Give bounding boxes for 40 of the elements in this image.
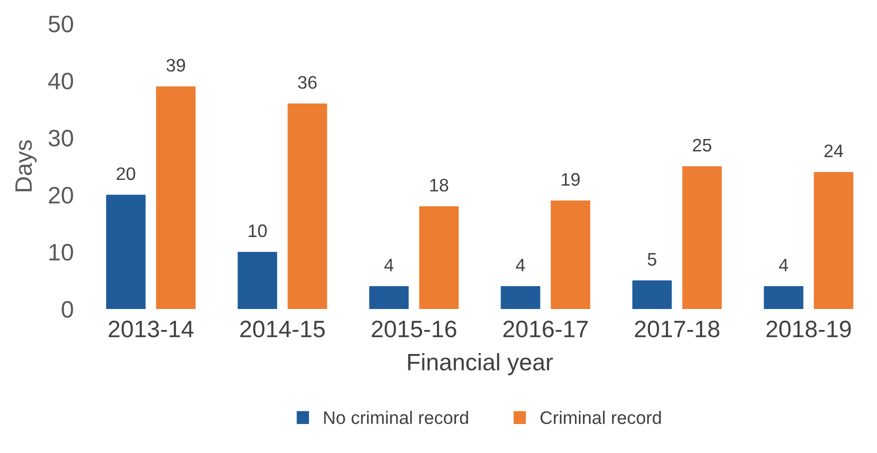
bar (500, 286, 540, 309)
bar (238, 252, 278, 309)
data-label: 18 (430, 178, 448, 192)
y-tick-label: 10 (50, 244, 74, 261)
x-tick-label: 2018-19 (766, 320, 851, 338)
data-label: 25 (692, 138, 712, 152)
x-tick-label: 2015-16 (372, 320, 456, 338)
legend-label: No criminal record (324, 410, 468, 424)
y-tick-label: 40 (48, 72, 74, 90)
data-label: 24 (824, 144, 844, 158)
y-tick-label: 30 (48, 130, 74, 146)
bar (369, 286, 409, 309)
data-label: 10 (248, 224, 267, 238)
x-axis-title: Financial year (408, 353, 553, 376)
bar (550, 200, 590, 309)
y-tick-label: 20 (48, 186, 74, 204)
bar (682, 166, 722, 309)
data-label: 4 (778, 258, 788, 272)
y-tick-label: 0 (62, 301, 74, 318)
bar (106, 194, 146, 309)
data-label: 19 (562, 173, 580, 186)
y-tick-label: 50 (48, 16, 74, 32)
legend-label: Criminal record (540, 410, 661, 424)
data-label: 4 (516, 258, 525, 272)
bar (419, 206, 459, 309)
data-label: 20 (116, 167, 136, 180)
bar (764, 286, 804, 309)
x-tick-label: 2014-15 (240, 320, 325, 338)
bar (632, 280, 672, 309)
y-axis-title: Days (15, 140, 37, 192)
x-tick-label: 2017-18 (634, 320, 720, 338)
bar (814, 172, 854, 309)
x-tick-label: 2016-17 (503, 320, 588, 338)
bar (156, 86, 196, 309)
x-tick-label: 2013-14 (108, 320, 194, 338)
data-label: 5 (648, 253, 656, 266)
bar (288, 103, 328, 309)
data-label: 39 (166, 58, 186, 72)
data-label: 4 (384, 258, 394, 272)
data-label: 36 (298, 76, 317, 89)
